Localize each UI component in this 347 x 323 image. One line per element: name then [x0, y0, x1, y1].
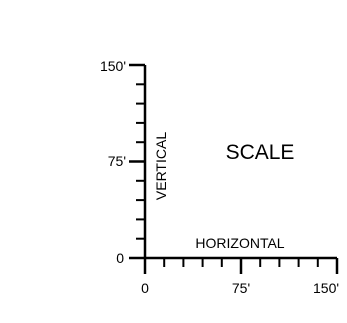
horizontal-tick-label-75: 75' — [232, 280, 250, 296]
vertical-tick-label-75: 75' — [108, 153, 126, 169]
vertical-tick-label-150: 150' — [100, 58, 126, 74]
horizontal-axis-ticks — [143, 258, 339, 274]
vertical-axis-label: VERTICAL — [153, 132, 169, 200]
vertical-tick-label-0: 0 — [116, 250, 124, 266]
vertical-axis-ticks — [129, 63, 145, 260]
horizontal-tick-label-150: 150' — [313, 280, 339, 296]
horizontal-tick-label-0: 0 — [141, 280, 149, 296]
horizontal-axis-label: HORIZONTAL — [195, 235, 284, 251]
scale-title: SCALE — [226, 141, 295, 164]
